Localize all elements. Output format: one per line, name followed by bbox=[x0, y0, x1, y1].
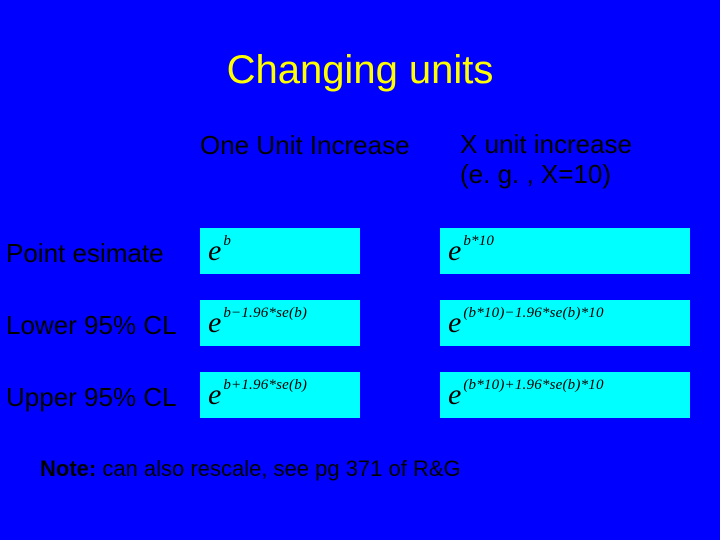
formula-exp: (b*10)+1.96*se(b)*10 bbox=[463, 377, 603, 394]
formula-upper-one: eb+1.96*se(b) bbox=[200, 372, 360, 418]
column-header-one-unit: One Unit Increase bbox=[200, 130, 410, 161]
formula-exp: b bbox=[223, 233, 231, 250]
slide-title: Changing units bbox=[0, 48, 720, 93]
column-header-x-unit-line2: (e. g. , X=10) bbox=[460, 159, 611, 189]
column-header-x-unit: X unit increase (e. g. , X=10) bbox=[460, 130, 632, 190]
formula-exp: b+1.96*se(b) bbox=[223, 377, 307, 394]
formula-lower-one: eb−1.96*se(b) bbox=[200, 300, 360, 346]
formula-base: e bbox=[448, 306, 461, 340]
slide: Changing units One Unit Increase X unit … bbox=[0, 0, 720, 540]
formula-upper-x: e(b*10)+1.96*se(b)*10 bbox=[440, 372, 690, 418]
formula-point-one: eb bbox=[200, 228, 360, 274]
row-label-upper: Upper 95% CL bbox=[6, 382, 177, 413]
formula-point-x: eb*10 bbox=[440, 228, 690, 274]
footnote-rest: can also rescale, see pg 371 of R&G bbox=[96, 456, 460, 481]
footnote-bold: Note: bbox=[40, 456, 96, 481]
formula-exp: b−1.96*se(b) bbox=[223, 305, 307, 322]
row-label-lower: Lower 95% CL bbox=[6, 310, 177, 341]
formula-lower-x: e(b*10)−1.96*se(b)*10 bbox=[440, 300, 690, 346]
formula-base: e bbox=[208, 306, 221, 340]
formula-base: e bbox=[448, 234, 461, 268]
formula-exp: b*10 bbox=[463, 233, 494, 250]
column-header-x-unit-line1: X unit increase bbox=[460, 129, 632, 159]
formula-base: e bbox=[448, 378, 461, 412]
footnote: Note: can also rescale, see pg 371 of R&… bbox=[40, 456, 461, 482]
formula-exp: (b*10)−1.96*se(b)*10 bbox=[463, 305, 603, 322]
row-label-point: Point esimate bbox=[6, 238, 164, 269]
formula-base: e bbox=[208, 378, 221, 412]
formula-base: e bbox=[208, 234, 221, 268]
